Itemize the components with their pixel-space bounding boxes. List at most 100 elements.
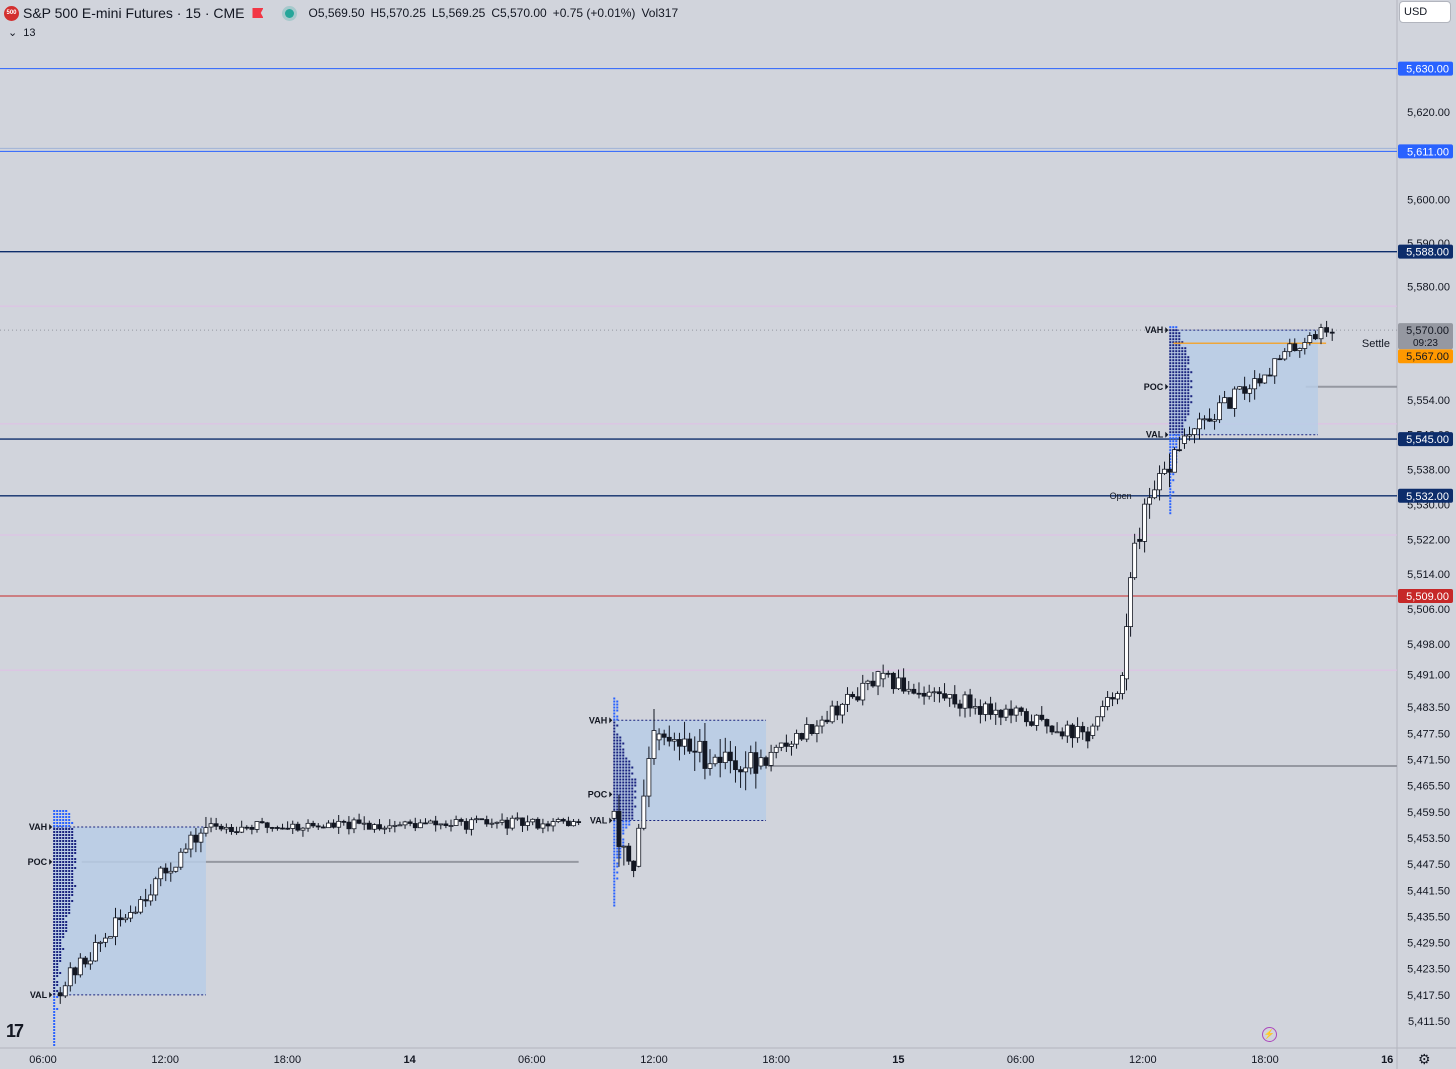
profile-dot bbox=[68, 852, 71, 854]
profile-dot bbox=[628, 799, 631, 802]
profile-dot bbox=[53, 942, 56, 944]
profile-dot bbox=[62, 915, 65, 917]
profile-dot bbox=[62, 819, 65, 821]
profile-dot bbox=[68, 912, 71, 914]
profile-dot bbox=[65, 849, 68, 851]
symbol-title[interactable]: S&P 500 E-mini Futures · 15 · CME bbox=[23, 5, 245, 21]
profile-dot bbox=[71, 900, 74, 902]
profile-dot bbox=[62, 912, 65, 914]
profile-dot bbox=[1178, 371, 1181, 374]
profile-dot bbox=[65, 900, 68, 902]
candle-body bbox=[463, 821, 469, 830]
profile-dot bbox=[56, 816, 59, 818]
market-status-icon[interactable] bbox=[285, 8, 295, 18]
candle-body bbox=[931, 691, 937, 694]
profile-dot bbox=[68, 813, 71, 815]
profile-dot bbox=[59, 813, 62, 815]
lightning-icon[interactable]: ⚡ bbox=[1262, 1027, 1277, 1042]
profile-dot bbox=[56, 969, 59, 971]
profile-dot bbox=[68, 882, 71, 884]
profile-dot bbox=[53, 837, 56, 839]
profile-dot bbox=[59, 834, 62, 836]
profile-dot bbox=[613, 778, 616, 781]
profile-dot bbox=[1184, 389, 1187, 392]
candle-body bbox=[300, 827, 306, 831]
profile-dot bbox=[628, 778, 631, 781]
profile-dot bbox=[1169, 359, 1172, 362]
profile-dot bbox=[53, 987, 56, 989]
candle-body bbox=[67, 967, 73, 987]
time-tick-label: 06:00 bbox=[1007, 1054, 1035, 1066]
candle-body bbox=[223, 827, 229, 830]
profile-dot bbox=[56, 933, 59, 935]
profile-dot bbox=[622, 781, 625, 784]
profile-dot bbox=[628, 811, 631, 814]
candle-body bbox=[366, 822, 372, 830]
candle-body bbox=[1157, 473, 1162, 491]
profile-dot bbox=[613, 799, 616, 802]
gear-icon[interactable]: ⚙ bbox=[1418, 1051, 1431, 1067]
currency-selector[interactable]: USD bbox=[1399, 1, 1451, 23]
profile-dot bbox=[613, 808, 616, 811]
profile-dot bbox=[1175, 413, 1178, 416]
profile-dot bbox=[1184, 401, 1187, 404]
profile-dot bbox=[53, 948, 56, 950]
profile-dot bbox=[56, 810, 59, 812]
time-tick-label: 06:00 bbox=[29, 1054, 57, 1066]
profile-dot bbox=[619, 769, 622, 772]
candle-body bbox=[885, 672, 891, 675]
profile-dot bbox=[1172, 353, 1175, 356]
profile-dot bbox=[71, 882, 74, 884]
profile-dot bbox=[622, 808, 625, 811]
profile-dot bbox=[1181, 353, 1184, 356]
profile-dot bbox=[74, 849, 77, 851]
chevron-down-icon[interactable]: ⌄ bbox=[8, 27, 18, 39]
candle-body bbox=[1132, 542, 1138, 579]
flag-icon[interactable] bbox=[252, 8, 264, 18]
profile-dot bbox=[1184, 404, 1187, 407]
profile-dot bbox=[1172, 332, 1175, 335]
profile-dot bbox=[62, 927, 65, 929]
profile-dot bbox=[1184, 419, 1187, 422]
profile-dot bbox=[71, 870, 74, 872]
profile-dot bbox=[1169, 338, 1172, 341]
candle-body bbox=[1044, 719, 1050, 727]
profile-dot bbox=[616, 865, 619, 868]
candle-body bbox=[361, 822, 367, 825]
profile-dot bbox=[628, 817, 631, 820]
profile-dot bbox=[71, 849, 74, 851]
profile-dot bbox=[68, 861, 71, 863]
candle-body bbox=[57, 992, 63, 997]
profile-dot bbox=[59, 816, 62, 818]
profile-dot bbox=[68, 894, 71, 896]
ohlc-open: O5,569.50 bbox=[308, 6, 365, 20]
candle-body bbox=[621, 845, 627, 848]
profile-dot bbox=[616, 766, 619, 769]
symbol-logo-icon[interactable]: 500 bbox=[4, 5, 19, 21]
profile-dot bbox=[619, 802, 622, 805]
candle-body bbox=[504, 819, 510, 829]
tradingview-logo-icon[interactable]: 17 bbox=[6, 1021, 24, 1041]
indicators-toggle[interactable]: ⌄ 13 bbox=[8, 26, 35, 40]
time-tick-label: 12:00 bbox=[151, 1054, 179, 1066]
profile-dot bbox=[59, 822, 62, 824]
profile-dot bbox=[62, 900, 65, 902]
profile-dot bbox=[62, 834, 65, 836]
candle-body bbox=[967, 694, 973, 709]
profile-dot bbox=[628, 814, 631, 817]
profile-dot bbox=[1175, 341, 1178, 344]
profile-dot bbox=[616, 805, 619, 808]
candle-body bbox=[356, 819, 362, 824]
profile-dot bbox=[613, 733, 616, 736]
time-tick-label: 18:00 bbox=[1251, 1054, 1279, 1066]
profile-dot bbox=[1184, 368, 1187, 371]
profile-dot bbox=[1178, 338, 1181, 341]
profile-dot bbox=[62, 846, 65, 848]
profile-dot bbox=[613, 826, 616, 829]
profile-dot bbox=[1187, 410, 1190, 413]
profile-dot bbox=[65, 888, 68, 890]
profile-dot bbox=[68, 828, 71, 830]
profile-dot bbox=[56, 822, 59, 824]
profile-dot bbox=[613, 829, 616, 832]
